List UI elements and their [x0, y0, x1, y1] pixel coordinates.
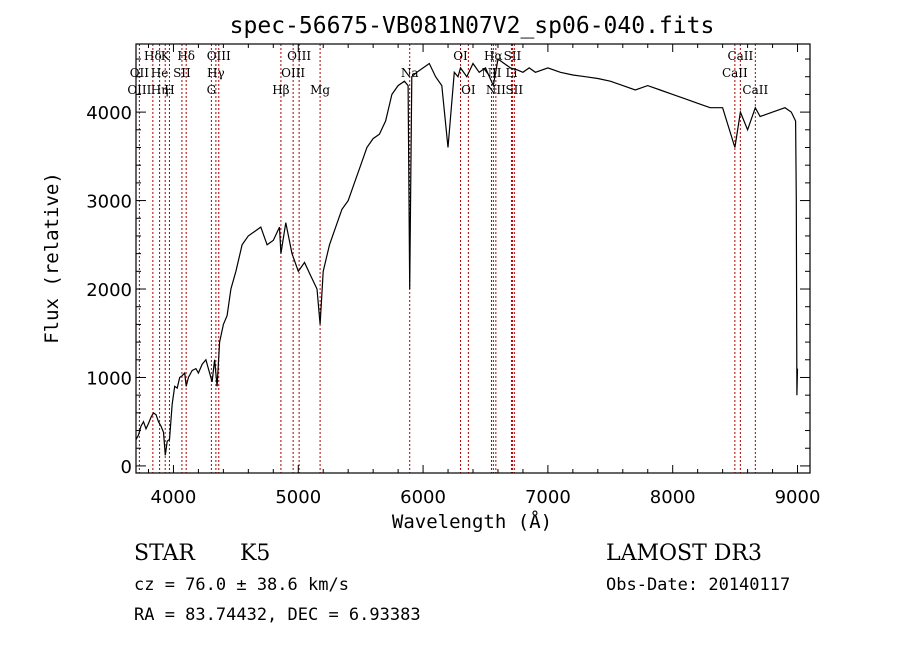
emission-line-label: SII [505, 83, 523, 97]
y-tick-label: 1000 [86, 368, 132, 389]
x-axis-label: Wavelength (Å) [392, 510, 552, 533]
emission-line-label: OIII [127, 83, 151, 97]
emission-line-label: Mg [310, 83, 330, 97]
x-tick-label: 9000 [775, 487, 821, 508]
emission-line-label: Hβ [272, 83, 289, 97]
emission-line-label: NII [486, 83, 506, 97]
emission-line-label: G [207, 83, 217, 97]
redshift-velocity: cz = 76.0 ± 38.6 km/s [134, 575, 349, 595]
emission-line-markers [138, 44, 756, 473]
y-tick-label: 0 [121, 457, 132, 478]
emission-line-label: Hγ [207, 66, 225, 80]
emission-line-label: CaII [727, 49, 753, 63]
x-tick-label: 6000 [400, 487, 446, 508]
emission-line-label: OI [453, 49, 468, 63]
coordinates: RA = 83.74432, DEC = 6.93383 [134, 605, 421, 625]
emission-line-label: He [151, 66, 169, 80]
emission-line-label: Hδ [144, 49, 162, 63]
emission-line-label: SII [173, 66, 191, 80]
y-tick-label: 3000 [86, 192, 132, 213]
x-axis: 4000 5000 6000 7000 8000 9000 [147, 44, 821, 508]
emission-line-label: OIII [281, 66, 305, 80]
emission-line-label: H [164, 83, 174, 97]
x-tick-label: 7000 [525, 487, 571, 508]
emission-line-label: OI [461, 83, 476, 97]
observation-date: Obs-Date: 20140117 [606, 575, 790, 595]
object-subclass: K5 [240, 541, 270, 566]
x-tick-label: 5000 [275, 487, 321, 508]
chart-title: spec-56675-VB081N07V2_sp06-040.fits [230, 13, 715, 39]
emission-line-label: CaII [742, 83, 768, 97]
y-axis: 0 1000 2000 3000 4000 [86, 58, 810, 478]
object-class: STAR [134, 541, 196, 566]
y-axis-label: Flux (relative) [41, 172, 63, 344]
emission-line-label: OIII [207, 49, 231, 63]
emission-line-label: K [161, 49, 171, 63]
emission-line-label: OIII [287, 49, 311, 63]
emission-line-label: Li [506, 66, 518, 80]
spectrum-series-line [135, 57, 799, 456]
x-tick-label: 4000 [151, 487, 197, 508]
emission-line-label: SII [504, 49, 522, 63]
plot-frame [135, 43, 811, 474]
emission-line-label: OII [130, 66, 150, 80]
emission-line-label: Na [401, 66, 419, 80]
y-tick-label: 2000 [86, 280, 132, 301]
emission-line-label: Hδ [177, 49, 195, 63]
emission-line-label: CaII [722, 66, 748, 80]
emission-line-label: Hη [151, 83, 169, 97]
survey-name: LAMOST DR3 [606, 541, 762, 566]
x-tick-label: 8000 [650, 487, 696, 508]
y-tick-label: 4000 [86, 103, 132, 124]
